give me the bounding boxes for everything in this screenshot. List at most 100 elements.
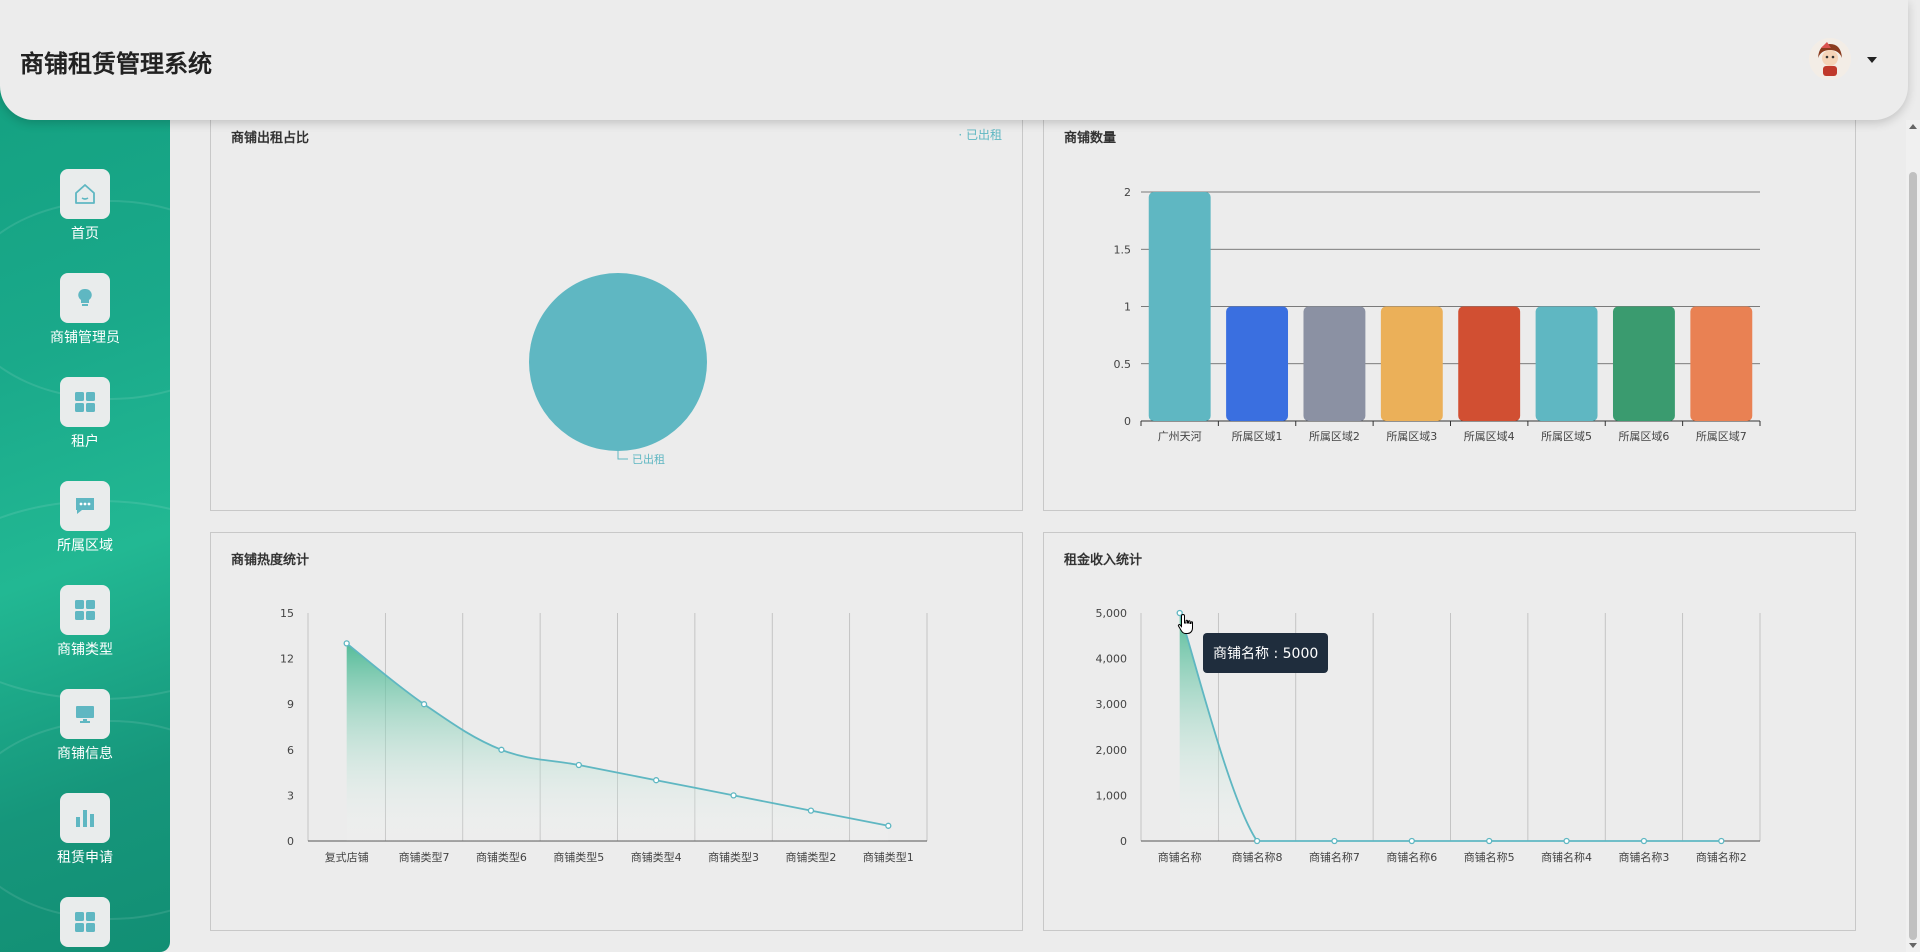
data-point xyxy=(653,777,660,784)
bar-chart: 0 0.5 1 1.5 2 广州天河 所属区域1 所属区域2 所属区域3 所属区域4 所属区域5 所属… xyxy=(1114,186,1761,443)
pie-chart: 已出租 xyxy=(529,273,707,466)
x-tick-label: 商铺名称8 xyxy=(1232,850,1283,864)
tooltip-separator: : xyxy=(1269,646,1283,662)
monitor-icon xyxy=(60,689,110,739)
sidebar-item-shop-admin[interactable]: 商铺管理员 xyxy=(0,273,170,373)
x-tick-label: 所属区域2 xyxy=(1309,430,1360,443)
sidebar: 首页 商铺管理员 租户 所属区域 商铺类型 商铺信息 租赁申请 xyxy=(0,80,170,952)
scroll-up-arrow[interactable] xyxy=(1909,124,1917,129)
legend-label: 已出租 xyxy=(965,128,1002,142)
scroll-down-arrow[interactable] xyxy=(1909,943,1917,948)
bar xyxy=(1380,306,1443,421)
bar xyxy=(1148,192,1211,421)
x-tick-label: 商铺名称3 xyxy=(1618,850,1669,864)
bar xyxy=(1458,306,1521,421)
page-scrollbar[interactable] xyxy=(1906,120,1920,952)
panel-title: 商铺数量 xyxy=(1064,131,1117,146)
x-tick-label: 所属区域5 xyxy=(1541,430,1592,443)
pie-slice xyxy=(529,273,707,451)
app-title: 商铺租赁管理系统 xyxy=(20,50,212,78)
bar xyxy=(1535,306,1598,421)
data-point xyxy=(885,822,892,829)
y-tick-label: 2,000 xyxy=(1096,744,1128,757)
sidebar-item-label: 商铺管理员 xyxy=(50,330,120,346)
bar xyxy=(1612,306,1675,421)
sidebar-item-home[interactable]: 首页 xyxy=(0,169,170,269)
y-tick-label: 0 xyxy=(1120,835,1127,848)
bar xyxy=(1303,306,1366,421)
data-point xyxy=(730,792,737,799)
x-tick-label: 所属区域6 xyxy=(1618,430,1669,443)
y-tick-label: 3 xyxy=(287,789,294,802)
sidebar-item-label: 商铺类型 xyxy=(57,642,113,658)
x-tick-label: 商铺名称2 xyxy=(1696,850,1747,864)
x-tick-label: 所属区域1 xyxy=(1232,430,1283,443)
y-tick-label: 6 xyxy=(287,744,294,757)
rent-ratio-panel: 商铺出租占比 · 已出租 已出租 xyxy=(210,110,1023,511)
sidebar-item-tenant[interactable]: 租户 xyxy=(0,377,170,477)
area-fill xyxy=(1179,613,1722,841)
chart-legend[interactable]: · 已出租 xyxy=(958,128,1002,142)
y-tick-label: 1,000 xyxy=(1096,789,1128,802)
chart-tooltip: 商铺名称 : 5000 xyxy=(1203,633,1329,673)
x-tick-label: 商铺名称 xyxy=(1158,850,1202,864)
y-tick-label: 1 xyxy=(1124,301,1131,314)
sidebar-item-label: 首页 xyxy=(71,226,99,242)
x-tick-label: 商铺名称7 xyxy=(1309,850,1360,864)
bulb-icon xyxy=(60,273,110,323)
y-tick-label: 15 xyxy=(280,607,294,620)
sidebar-item-shop-info[interactable]: 商铺信息 xyxy=(0,689,170,789)
y-tick-label: 9 xyxy=(287,698,294,711)
grid-icon xyxy=(60,377,110,427)
data-point xyxy=(1563,837,1570,845)
tooltip-label: 商铺名称 xyxy=(1213,646,1269,662)
shop-count-panel: 商铺数量 0 0.5 1 1.5 2 广州天河 所属区域1 所属区域2 所属区域3 所属区域4 所属… xyxy=(1043,110,1856,511)
tooltip-value: 5000 xyxy=(1282,646,1319,662)
scroll-thumb[interactable] xyxy=(1909,172,1917,940)
heat-line-chart: 0 3 6 9 12 15 复式店铺 商铺类型7 商铺类型6 商铺类型5 商铺类型4 商铺类型3 商铺类… xyxy=(280,607,928,864)
x-tick-label: 所属区域4 xyxy=(1464,430,1515,443)
chat-icon xyxy=(60,481,110,531)
grid-icon xyxy=(60,897,110,947)
y-tick-label: 0 xyxy=(1124,415,1131,428)
data-point xyxy=(1176,609,1183,617)
data-point xyxy=(1331,837,1338,845)
x-tick-label: 广州天河 xyxy=(1158,430,1202,443)
user-avatar[interactable] xyxy=(1809,38,1851,80)
x-tick-label: 商铺类型3 xyxy=(708,850,759,864)
bar-chart-icon xyxy=(60,793,110,843)
sidebar-item-label: 租户 xyxy=(71,434,99,450)
sidebar-item-rent-apply[interactable]: 租赁申请 xyxy=(0,793,170,893)
heat-panel: 商铺热度统计 0 3 6 9 12 15 复式店铺 商铺类型7 商铺类型6 商铺类型5 商铺类型4 商… xyxy=(210,532,1023,931)
y-tick-label: 4,000 xyxy=(1096,653,1128,666)
panel-title: 商铺出租占比 xyxy=(231,131,310,146)
grid-icon xyxy=(60,585,110,635)
data-point xyxy=(498,746,505,753)
area-fill xyxy=(346,643,889,841)
home-icon xyxy=(60,169,110,219)
pie-label-line xyxy=(617,451,628,460)
y-tick-label: 1.5 xyxy=(1114,243,1132,256)
data-point xyxy=(420,701,428,708)
bar xyxy=(1226,306,1289,421)
y-tick-label: 0.5 xyxy=(1114,358,1132,371)
sidebar-item-region[interactable]: 所属区域 xyxy=(0,481,170,581)
sidebar-item-shop-type[interactable]: 商铺类型 xyxy=(0,585,170,685)
x-tick-label: 复式店铺 xyxy=(325,850,369,864)
panel-title: 商铺热度统计 xyxy=(231,553,310,568)
x-tick-label: 商铺类型6 xyxy=(476,850,527,864)
data-point xyxy=(1718,837,1725,845)
x-tick-label: 商铺名称5 xyxy=(1464,850,1515,864)
hand-cursor-icon xyxy=(1177,613,1193,634)
y-tick-label: 3,000 xyxy=(1096,698,1128,711)
x-tick-label: 商铺类型5 xyxy=(553,850,604,864)
data-point xyxy=(1486,837,1493,845)
x-tick-label: 商铺名称6 xyxy=(1386,850,1437,864)
y-tick-label: 12 xyxy=(280,653,294,666)
caret-down-icon[interactable] xyxy=(1862,50,1882,70)
series-line xyxy=(1178,612,1722,842)
y-tick-label: 5,000 xyxy=(1096,607,1128,620)
income-panel: 租金收入统计 0 1,000 2,000 3,000 4,000 5,000 商铺名称 商铺名… xyxy=(1043,532,1856,931)
sidebar-item-more[interactable] xyxy=(0,897,170,952)
